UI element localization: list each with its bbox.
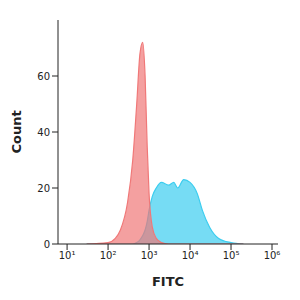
- svg-text:40: 40: [37, 127, 50, 138]
- svg-text:60: 60: [37, 71, 50, 82]
- svg-text:0: 0: [44, 239, 50, 250]
- svg-text:FITC: FITC: [152, 274, 184, 289]
- svg-text:10³: 10³: [141, 250, 158, 261]
- svg-text:10⁶: 10⁶: [264, 250, 281, 261]
- svg-text:10⁴: 10⁴: [182, 250, 199, 261]
- svg-text:Count: Count: [9, 110, 24, 153]
- svg-text:10⁵: 10⁵: [223, 250, 240, 261]
- svg-text:10²: 10²: [100, 250, 117, 261]
- svg-text:10¹: 10¹: [59, 250, 76, 261]
- svg-text:20: 20: [37, 183, 50, 194]
